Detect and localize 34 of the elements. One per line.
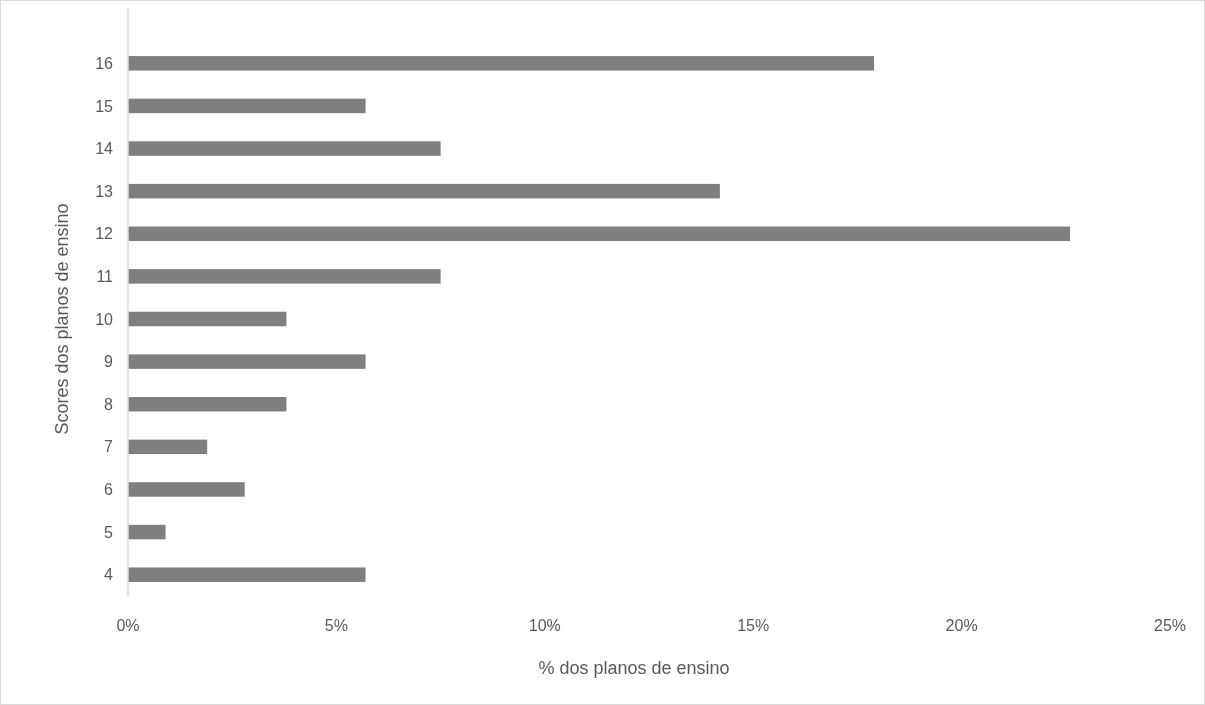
- bar: [128, 269, 441, 284]
- bar: [128, 524, 166, 540]
- y-axis-title: Scores dos planos de ensino: [52, 203, 72, 435]
- bar: [128, 567, 366, 582]
- x-tick-label: 5%: [324, 617, 348, 634]
- y-tick-label: 6: [104, 481, 114, 499]
- y-tick-label: 12: [95, 225, 114, 243]
- y-tick-label: 8: [104, 395, 114, 413]
- y-tick-label: 11: [96, 267, 114, 285]
- bar: [128, 226, 1070, 242]
- y-tick-label: 15: [95, 97, 114, 115]
- y-tick-label: 5: [104, 523, 114, 541]
- x-tick-label: 20%: [945, 617, 978, 634]
- x-tick-label: 25%: [1153, 617, 1187, 634]
- bar: [128, 482, 245, 497]
- y-tick-label: 4: [104, 566, 114, 584]
- x-axis-title: % dos planos de ensino: [538, 658, 730, 678]
- bar: [128, 354, 366, 369]
- bar: [128, 396, 287, 412]
- y-tick-label: 9: [104, 353, 114, 371]
- x-tick-label: 15%: [737, 617, 770, 634]
- bar: [128, 56, 875, 71]
- bar: [128, 183, 720, 199]
- y-tick-label: 7: [104, 438, 114, 456]
- x-tick-label: 10%: [528, 617, 561, 634]
- y-tick-label: 14: [95, 140, 114, 158]
- y-tick-label: 16: [95, 54, 114, 72]
- bar: [128, 311, 287, 327]
- x-tick-label: 0%: [116, 617, 140, 634]
- y-tick-label: 10: [95, 310, 114, 328]
- bar: [128, 98, 366, 114]
- bar: [128, 439, 208, 455]
- y-tick-label: 13: [95, 182, 114, 200]
- bar: [128, 141, 441, 156]
